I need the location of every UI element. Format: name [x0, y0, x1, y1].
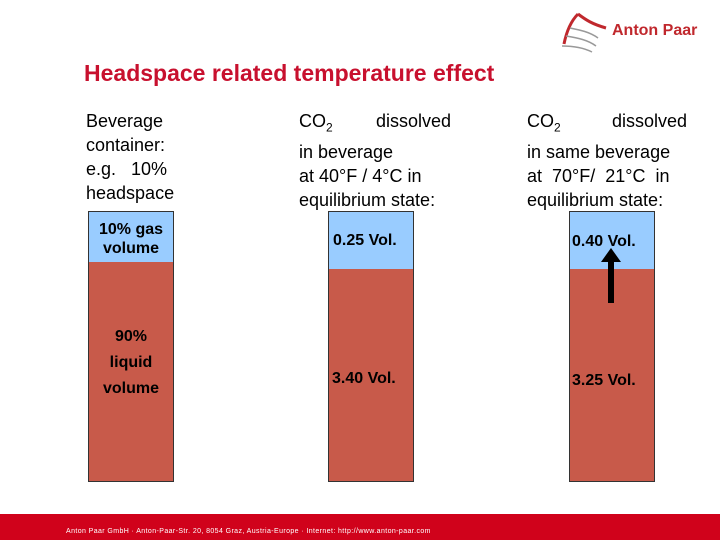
- gas-label-line-2: volume: [102, 240, 159, 257]
- logo-text: Anton Paar: [612, 22, 698, 39]
- container-glass-1: 10% gas volume 90% liquid volume: [88, 211, 174, 482]
- liquid-volume: [329, 269, 413, 481]
- col2-line-3: at 40°F / 4°C in: [299, 165, 422, 186]
- footer-bar: [0, 514, 720, 540]
- liquid-co2-value-40F: 3.40 Vol.: [332, 370, 396, 387]
- dissolved-word: dissolved: [611, 111, 687, 131]
- col1-line-2: container:: [86, 135, 166, 155]
- col3-line-1: CO2 dissolved: [527, 109, 687, 140]
- liquid-label-line-2: liquid: [109, 354, 153, 371]
- gas-co2-value-40F: 0.25 Vol.: [333, 232, 397, 249]
- column-1-text: Beverage container: e.g. 10% headspace: [86, 109, 190, 205]
- liquid-volume: [570, 269, 654, 481]
- col1-line-1: Beverage: [86, 111, 164, 131]
- liquid-volume: [89, 262, 173, 481]
- gas-co2-value-70F: 0.40 Vol.: [572, 233, 636, 250]
- col1-line-4: headspace: [86, 183, 175, 203]
- column-2-text: CO2 dissolved in beverage at 40°F / 4°C …: [299, 109, 451, 212]
- anton-paar-logo-icon: [561, 12, 607, 53]
- co2-subscript: 2: [554, 120, 561, 135]
- co2-label: CO: [527, 111, 554, 131]
- liquid-label-line-1: 90%: [114, 328, 148, 345]
- gas-headspace: [89, 212, 173, 262]
- footer-text: Anton Paar GmbH · Anton-Paar-Str. 20, 80…: [66, 528, 431, 535]
- container-glass-2: [328, 211, 414, 482]
- arrow-up-icon: [601, 248, 621, 303]
- gas-label: 10% gas volume: [89, 220, 173, 258]
- slide-title: Headspace related temperature effect: [84, 60, 495, 86]
- col3-line-2: in same beverage: [527, 141, 671, 162]
- gas-headspace: [329, 212, 413, 269]
- dissolved-word: dissolved: [375, 111, 451, 131]
- liquid-label: 90% liquid volume: [89, 324, 173, 402]
- co2-label: CO: [299, 111, 326, 131]
- col2-line-4: equilibrium state:: [299, 189, 436, 210]
- col3-line-3: at 70°F/ 21°C in: [527, 165, 670, 186]
- gas-label-line-1: 10% gas: [98, 221, 164, 238]
- col3-line-4: equilibrium state:: [527, 189, 664, 210]
- col2-line-1: CO2 dissolved: [299, 109, 451, 140]
- liquid-co2-value-70F: 3.25 Vol.: [572, 372, 636, 389]
- column-3-text: CO2 dissolved in same beverage at 70°F/ …: [527, 109, 687, 212]
- liquid-label-line-3: volume: [102, 380, 159, 397]
- col1-line-3: e.g. 10%: [86, 159, 168, 179]
- col2-line-2: in beverage: [299, 141, 394, 162]
- co2-subscript: 2: [326, 120, 333, 135]
